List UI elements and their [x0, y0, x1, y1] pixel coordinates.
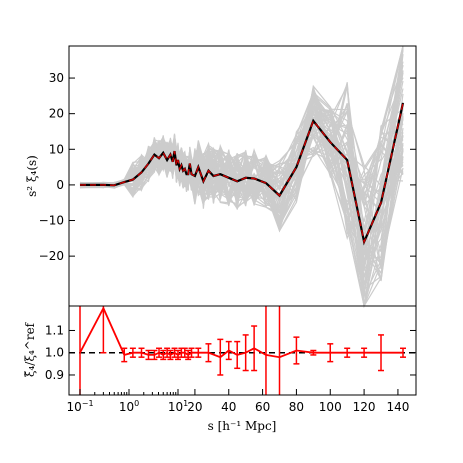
y-tick-label: 1.0	[45, 346, 64, 360]
y-tick-label: 0.9	[45, 368, 64, 382]
mock-realisation-line	[79, 118, 404, 264]
y-tick-label: −20	[39, 249, 64, 263]
ratio-y-ticks: 0.9 1.0 1.1	[45, 323, 416, 382]
mock-band	[79, 45, 404, 309]
y-tick-label: 0	[56, 178, 64, 192]
x-tick-label: 10−1	[66, 399, 93, 414]
x-ticks: 10−1 100 101 20 40 60 80 100 120 140	[66, 389, 409, 414]
y-tick-label: 1.1	[45, 323, 64, 337]
reference-series-line	[80, 102, 404, 245]
main-series-layer	[80, 102, 405, 246]
y-tick-label: 20	[49, 107, 64, 121]
x-tick-label: 120	[353, 400, 376, 414]
ratio-line	[79, 306, 403, 359]
x-tick-label: 60	[255, 400, 270, 414]
x-tick-label: 80	[289, 400, 304, 414]
x-axis-label: s [h⁻¹ Mpc]	[208, 419, 277, 433]
ratio-plot-frame	[68, 305, 417, 396]
x-tick-label: 100	[319, 400, 342, 414]
ratio-series-layer	[69, 306, 416, 395]
main-y-ticks: −20 −10 0 10 20 30	[39, 71, 416, 263]
main-y-axis-label: s² ξ₄(s)	[25, 155, 39, 197]
y-tick-label: −10	[39, 214, 64, 228]
ratio-y-axis-label: ξ̃₄/ξ₄^ref	[23, 321, 37, 377]
mock-realisation-line	[79, 83, 404, 292]
y-tick-label: 10	[49, 142, 64, 156]
mock-realisation-line	[79, 131, 404, 293]
y-tick-label: 30	[49, 71, 64, 85]
x-tick-label: 140	[386, 400, 409, 414]
x-tick-label: 100	[119, 399, 139, 414]
mock-realisation-line	[79, 109, 404, 208]
x-tick-label: 20	[187, 400, 202, 414]
x-tick-label: 101	[168, 399, 188, 414]
mock-realisation-line	[79, 110, 404, 305]
x-tick-label: 40	[221, 400, 236, 414]
